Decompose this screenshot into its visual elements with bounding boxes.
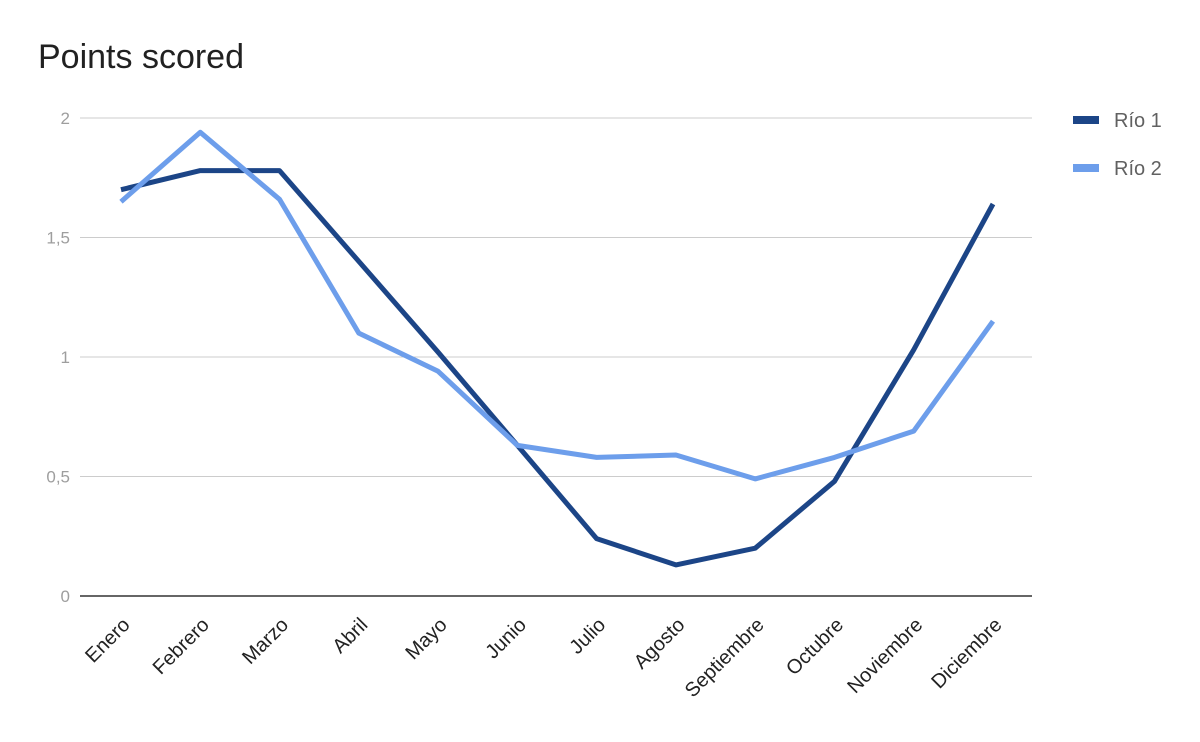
legend-swatch xyxy=(1073,116,1099,124)
chart-title: Points scored xyxy=(38,38,244,76)
x-tick-label: Febrero xyxy=(149,614,214,679)
grid-lines xyxy=(80,117,1032,597)
x-tick-label: Abril xyxy=(329,614,373,658)
legend-label: Río 1 xyxy=(1114,110,1162,132)
x-tick-label: Enero xyxy=(81,614,134,667)
y-tick-label: 0 xyxy=(61,587,70,606)
legend-label: Río 2 xyxy=(1114,158,1162,180)
x-tick-label: Julio xyxy=(566,614,611,659)
x-tick-label: Septiembre xyxy=(681,614,769,702)
x-tick-label: Mayo xyxy=(401,614,451,664)
legend: Río 1 Río 2 xyxy=(1073,110,1162,180)
x-tick-label: Noviembre xyxy=(843,614,927,698)
x-tick-label: Octubre xyxy=(782,614,848,680)
y-tick-label: 0,5 xyxy=(46,468,70,487)
x-axis-ticks: Enero Febrero Marzo Abril Mayo Junio Julio Agos… xyxy=(81,614,1006,702)
series-line-1 xyxy=(120,168,996,568)
x-tick-label: Marzo xyxy=(238,614,293,669)
legend-swatch xyxy=(1073,164,1099,172)
y-axis-ticks: 0 0,5 1 1,5 2 xyxy=(46,109,70,606)
x-tick-label: Agosto xyxy=(630,614,690,674)
series-lines xyxy=(119,129,996,568)
y-tick-label: 1,5 xyxy=(46,229,70,248)
x-tick-label: Diciembre xyxy=(927,614,1006,693)
y-tick-label: 1 xyxy=(61,348,70,367)
x-tick-label: Junio xyxy=(482,614,531,663)
y-tick-label: 2 xyxy=(61,109,70,128)
series-line-2 xyxy=(119,129,996,482)
